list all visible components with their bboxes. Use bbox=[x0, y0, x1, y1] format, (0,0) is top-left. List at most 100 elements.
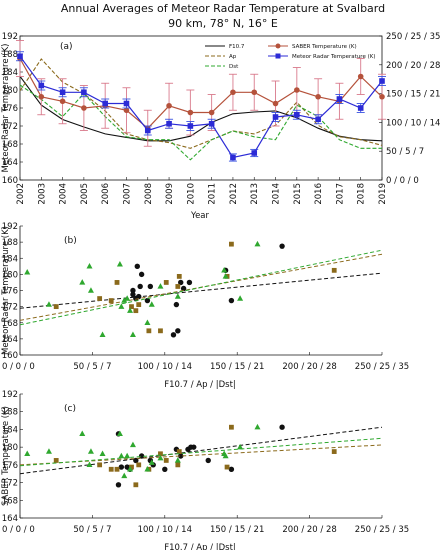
panel-b-radar-scatter: 160 164 168 172 176 180 184 188 192 0 / 0 / 0 50 /… bbox=[1, 222, 409, 390]
dst-fit-line bbox=[19, 249, 383, 326]
legend-item: Ap bbox=[205, 54, 237, 60]
f10-7-point bbox=[147, 283, 154, 290]
x-tick-label: 2016 bbox=[314, 183, 324, 205]
f10-7-point bbox=[178, 279, 184, 286]
x-tick-label: 250 / 25 / 35 bbox=[355, 362, 409, 372]
ap-point bbox=[175, 284, 181, 289]
y-tick-label: 184 bbox=[2, 254, 18, 264]
x-axis-label: F10.7 / Ap / |Dst| bbox=[164, 543, 236, 550]
x-tick-label: 250 / 25 / 35 bbox=[355, 525, 409, 535]
saber-point bbox=[123, 107, 130, 114]
dst-point bbox=[148, 459, 155, 465]
radar-line bbox=[19, 55, 383, 159]
saber-point bbox=[315, 93, 321, 100]
f10-7-point bbox=[173, 301, 180, 308]
y-tick-label: 168 bbox=[2, 140, 18, 150]
legend-marker bbox=[275, 53, 281, 59]
dst-point bbox=[157, 283, 164, 289]
f10-7-point bbox=[130, 291, 136, 298]
ap-point bbox=[129, 464, 134, 470]
x-tick-label: 2015 bbox=[293, 183, 303, 205]
f10-7-point bbox=[180, 285, 187, 292]
f10-7-point bbox=[134, 263, 140, 270]
dst-point bbox=[116, 430, 123, 437]
legend-label: F10.7 bbox=[229, 44, 245, 50]
f10-7-point bbox=[130, 287, 136, 294]
dst-point bbox=[222, 273, 229, 279]
dst-point bbox=[99, 450, 106, 456]
dst-point bbox=[222, 452, 229, 459]
ap-line bbox=[19, 58, 383, 149]
ap-point bbox=[136, 462, 142, 468]
saber-point bbox=[357, 73, 364, 80]
dst-point bbox=[127, 307, 134, 313]
saber-point bbox=[187, 109, 194, 116]
x-tick-label: 200 / 20 / 28 bbox=[282, 362, 336, 372]
radar-point bbox=[357, 105, 364, 111]
dst-point bbox=[221, 267, 228, 273]
dst-point bbox=[99, 331, 106, 338]
radar-point bbox=[144, 127, 151, 134]
saber-point bbox=[59, 98, 66, 105]
dst-point bbox=[254, 240, 261, 247]
radar-point bbox=[187, 123, 194, 129]
x-tick-label: 2009 bbox=[165, 183, 175, 205]
ap-point bbox=[114, 466, 120, 472]
dst-point bbox=[124, 295, 131, 301]
y-axis-label: Meteor Radar Temperature (K) bbox=[1, 43, 11, 172]
y-tick-label: 180 bbox=[2, 86, 18, 96]
dst-point bbox=[121, 297, 128, 303]
radar-point bbox=[208, 120, 215, 127]
radar-point bbox=[336, 96, 343, 102]
x-tick-label: 2005 bbox=[80, 183, 90, 205]
y-tick-label: 188 bbox=[2, 50, 18, 60]
y-tick-label: 164 bbox=[2, 514, 18, 524]
f10-7-line bbox=[19, 75, 383, 142]
ap-point bbox=[53, 304, 59, 310]
y-tick-label: 192 bbox=[2, 222, 18, 232]
x-tick-label: 100 / 10 / 14 bbox=[138, 525, 192, 535]
y-tick-label: 172 bbox=[2, 479, 18, 489]
x-tick-label: 150 / 15 / 21 bbox=[210, 362, 264, 372]
legend: F10.7 Ap Dst SABER Temperature (K) Meteor Ra… bbox=[205, 43, 375, 70]
radar-point bbox=[272, 114, 279, 120]
f10-7-point bbox=[124, 464, 130, 470]
right-y-tick-label: 50 / 5 / 7 bbox=[386, 147, 424, 157]
legend-label: Dst bbox=[229, 64, 239, 70]
radar-point bbox=[294, 111, 300, 118]
radar-point bbox=[379, 78, 385, 84]
f10-7-point bbox=[144, 297, 151, 304]
legend-label: Ap bbox=[229, 54, 237, 60]
ap-point bbox=[129, 304, 134, 310]
dst-point bbox=[237, 295, 244, 301]
y-tick-label: 164 bbox=[2, 158, 18, 168]
radar-point bbox=[230, 154, 236, 161]
y-tick-label: 172 bbox=[2, 122, 18, 132]
y-tick-label: 184 bbox=[2, 68, 18, 78]
y-tick-label: 188 bbox=[2, 408, 18, 418]
dst-point bbox=[118, 452, 125, 459]
dst-point bbox=[144, 319, 151, 325]
x-tick-label: 2010 bbox=[186, 183, 196, 205]
saber-point bbox=[38, 93, 45, 100]
x-tick-label: 2006 bbox=[101, 183, 111, 205]
saber-point bbox=[166, 102, 172, 109]
ap-point bbox=[163, 458, 169, 463]
x-tick-label: 2007 bbox=[122, 183, 132, 205]
x-tick-label: 50 / 5 / 7 bbox=[73, 525, 111, 535]
dst-point bbox=[148, 301, 155, 307]
x-axis-label: Year bbox=[190, 211, 210, 221]
ap-point bbox=[53, 458, 59, 463]
ap-point bbox=[114, 280, 120, 285]
dst-line bbox=[19, 84, 382, 161]
y-tick-label: 180 bbox=[2, 270, 18, 280]
dst-point bbox=[87, 448, 94, 454]
dst-point bbox=[174, 457, 181, 463]
ap-point bbox=[331, 449, 337, 454]
ap-point bbox=[97, 462, 103, 468]
x-tick-label: 150 / 15 / 21 bbox=[210, 525, 264, 535]
ap-point bbox=[133, 308, 139, 314]
y-axis-label: SABER Temperature (K) bbox=[1, 406, 11, 506]
radar-point bbox=[251, 150, 258, 156]
saber-point bbox=[251, 89, 258, 96]
